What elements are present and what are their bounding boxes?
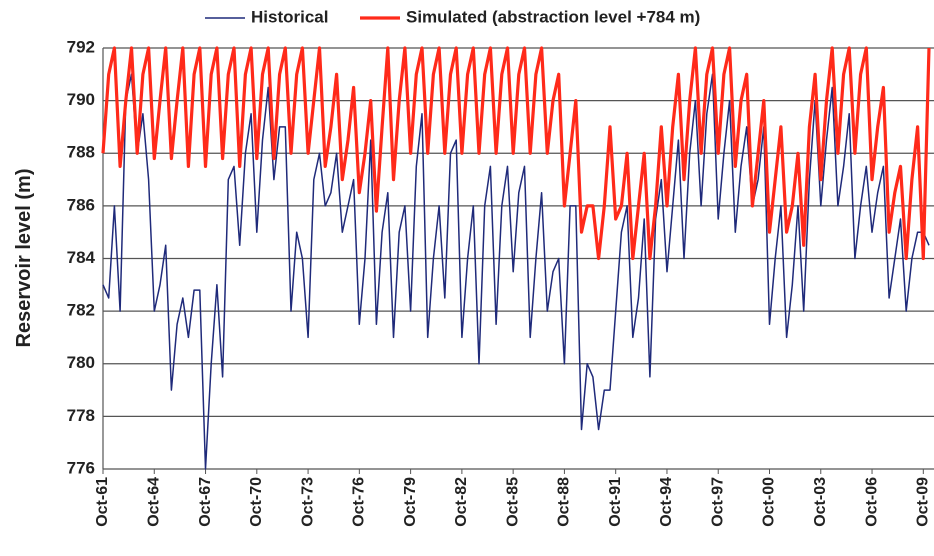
- x-tick-label: Oct-61: [94, 477, 111, 527]
- x-tick-label: Oct-06: [863, 477, 880, 527]
- y-axis-label: Reservoir level (m): [13, 169, 35, 348]
- x-tick-label: Oct-91: [607, 477, 624, 527]
- y-tick-label: 776: [67, 458, 95, 477]
- y-tick-label: 792: [67, 37, 95, 56]
- line-series: [102, 73, 930, 470]
- x-tick-label: Oct-67: [197, 477, 214, 527]
- legend-label: Historical: [251, 7, 328, 26]
- line-series: [101, 46, 931, 261]
- x-tick-label: Oct-97: [709, 477, 726, 527]
- y-tick-label: 788: [67, 143, 95, 162]
- y-tick-label: 786: [67, 195, 95, 214]
- y-tick-label: 790: [67, 90, 95, 109]
- x-tick-label: Oct-79: [402, 477, 419, 527]
- x-tick-label: Oct-88: [556, 477, 573, 527]
- x-tick-label: Oct-03: [812, 477, 829, 527]
- y-tick-label: 780: [67, 353, 95, 372]
- x-tick-label: Oct-85: [504, 477, 521, 527]
- x-tick-label: Oct-76: [351, 477, 368, 527]
- x-tick-label: Oct-64: [145, 477, 162, 527]
- y-tick-label: 784: [67, 248, 96, 267]
- x-tick-label: Oct-70: [248, 477, 265, 527]
- legend-label: Simulated (abstraction level +784 m): [406, 7, 700, 26]
- x-tick-label: Oct-00: [761, 477, 778, 527]
- x-tick-label: Oct-82: [453, 477, 470, 527]
- y-tick-label: 782: [67, 301, 95, 320]
- y-tick-label: 778: [67, 406, 95, 425]
- x-tick-label: Oct-73: [299, 477, 316, 527]
- x-tick-label: Oct-94: [658, 477, 675, 527]
- x-tick-label: Oct-09: [915, 477, 932, 527]
